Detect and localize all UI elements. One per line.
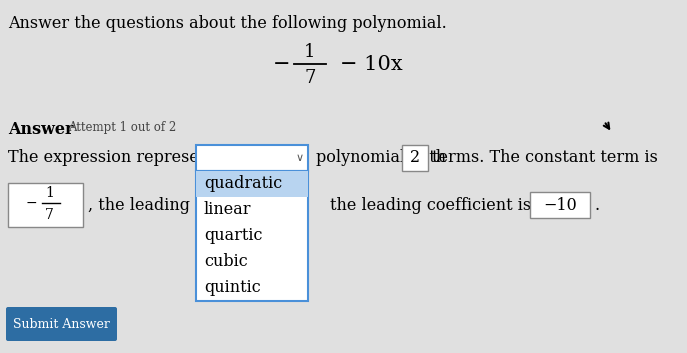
- Text: terms. The constant term is: terms. The constant term is: [432, 150, 658, 167]
- Text: − 10x: − 10x: [340, 54, 403, 73]
- Text: quartic: quartic: [204, 227, 262, 245]
- Text: the leading coefficient is: the leading coefficient is: [330, 197, 531, 214]
- Text: 2: 2: [410, 150, 420, 167]
- FancyBboxPatch shape: [8, 183, 83, 227]
- Text: −: −: [25, 196, 37, 210]
- Text: polynomial with: polynomial with: [316, 150, 446, 167]
- Text: cubic: cubic: [204, 253, 248, 270]
- Text: The expression represents a: The expression represents a: [8, 150, 238, 167]
- Text: quadratic: quadratic: [204, 175, 282, 192]
- FancyBboxPatch shape: [196, 171, 308, 197]
- FancyBboxPatch shape: [6, 307, 117, 341]
- Text: −10: −10: [543, 197, 577, 214]
- Text: 7: 7: [45, 208, 54, 222]
- Text: −: −: [273, 54, 291, 73]
- FancyBboxPatch shape: [530, 192, 590, 218]
- Text: Attempt 1 out of 2: Attempt 1 out of 2: [68, 121, 177, 134]
- Text: quintic: quintic: [204, 280, 261, 297]
- Text: , the leading term is: , the leading term is: [88, 197, 253, 214]
- Text: 1: 1: [45, 186, 54, 200]
- Text: Answer the questions about the following polynomial.: Answer the questions about the following…: [8, 15, 447, 32]
- Text: 7: 7: [304, 69, 316, 87]
- Text: Submit Answer: Submit Answer: [13, 317, 110, 330]
- FancyBboxPatch shape: [196, 145, 308, 171]
- Text: linear: linear: [204, 202, 251, 219]
- FancyBboxPatch shape: [196, 171, 308, 301]
- Text: ∨: ∨: [296, 153, 304, 163]
- Text: .: .: [594, 197, 599, 214]
- Text: 1: 1: [304, 43, 316, 61]
- Text: Answer: Answer: [8, 121, 74, 138]
- FancyBboxPatch shape: [402, 145, 428, 171]
